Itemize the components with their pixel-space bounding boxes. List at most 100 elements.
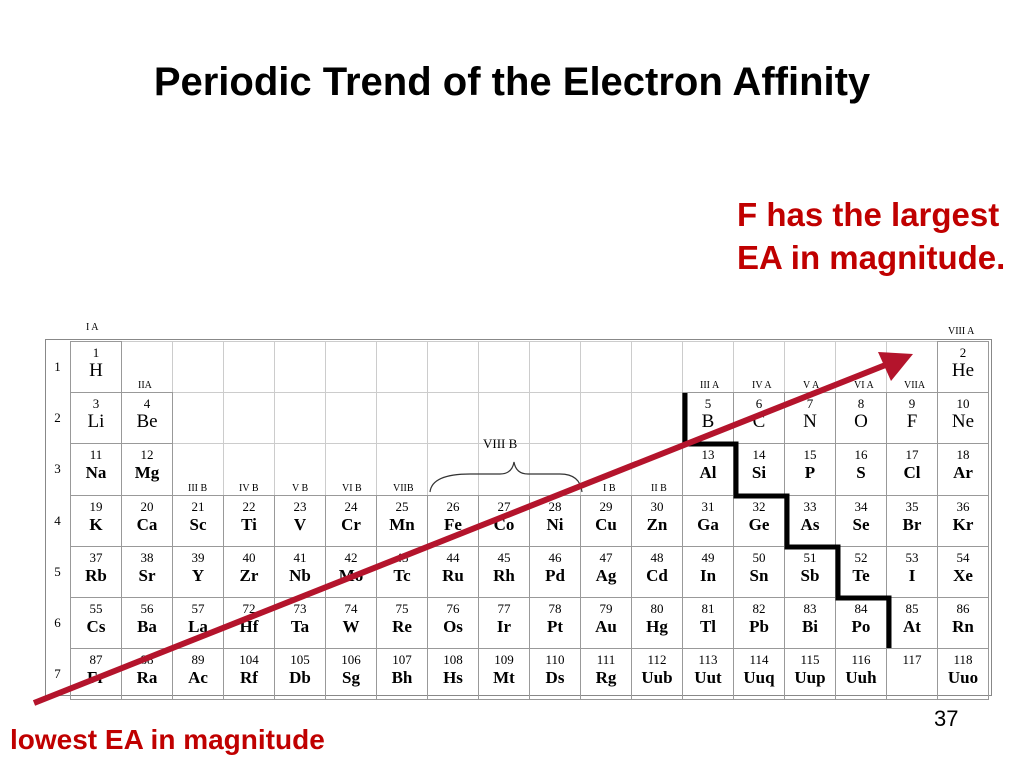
- element-cell-k: 19 K: [70, 494, 122, 547]
- element-cell-cl: 17 Cl: [886, 443, 938, 496]
- atomic-number: 4: [143, 396, 151, 412]
- element-symbol: Bh: [391, 668, 413, 688]
- period-label: 7: [54, 666, 61, 682]
- element-symbol: Mg: [134, 463, 160, 483]
- element-cell-ni: 28 Ni: [529, 494, 581, 547]
- atomic-number: 46: [548, 549, 562, 565]
- element-cell-rn: 86 Rn: [937, 597, 989, 650]
- element-cell-ag: 47 Ag: [580, 545, 632, 598]
- atomic-number: 89: [191, 652, 205, 668]
- atomic-number: 112: [647, 652, 667, 668]
- element-cell-i: 53 I: [886, 545, 938, 598]
- atomic-number: 41: [293, 549, 307, 565]
- element-symbol: At: [903, 617, 921, 636]
- element-cell-zr: 40 Zr: [223, 545, 275, 598]
- element-symbol: Hs: [443, 668, 463, 688]
- element-cell-y: 39 Y: [172, 545, 224, 598]
- element-symbol: Mn: [389, 514, 415, 534]
- atomic-number: 76: [446, 601, 460, 616]
- element-cell-sc: 21 Sc: [172, 494, 224, 547]
- element-cell-xe: 54 Xe: [937, 545, 989, 598]
- element-symbol: Ga: [697, 514, 719, 534]
- empty-cell: [478, 341, 530, 394]
- atomic-number: 21: [191, 498, 205, 514]
- element-symbol: Sr: [138, 565, 156, 585]
- element-symbol: Pt: [546, 617, 564, 636]
- empty-cell: [223, 392, 275, 445]
- atomic-number: 115: [800, 652, 820, 668]
- element-cell-v: 23 V: [274, 494, 326, 547]
- empty-cell: [274, 443, 326, 496]
- element-cell-mt: 109 Mt: [478, 648, 530, 701]
- atomic-number: 8: [857, 396, 865, 412]
- element-symbol: Ne: [951, 411, 975, 433]
- empty-cell: [325, 392, 377, 445]
- element-cell-as: 33 As: [784, 494, 836, 547]
- empty-cell: [223, 341, 275, 394]
- element-cell-ta: 73 Ta: [274, 597, 326, 650]
- element-cell-rb: 37 Rb: [70, 545, 122, 598]
- element-symbol: Po: [851, 617, 871, 636]
- element-cell-pd: 46 Pd: [529, 545, 581, 598]
- element-symbol: He: [951, 360, 975, 381]
- atomic-number: 2: [959, 345, 967, 360]
- group-label-viiia: VIII A: [948, 326, 975, 337]
- empty-cell: [631, 443, 683, 496]
- atomic-number: 10: [956, 396, 970, 412]
- empty-cell: [427, 392, 479, 445]
- empty-cell: [835, 341, 887, 394]
- atomic-number: 43: [395, 549, 409, 565]
- atomic-number: 79: [599, 601, 613, 616]
- atomic-number: 22: [242, 498, 256, 514]
- element-symbol: P: [804, 463, 816, 483]
- element-cell-uuq: 114 Uuq: [733, 648, 785, 701]
- element-symbol: La: [188, 617, 208, 636]
- element-cell-pb: 82 Pb: [733, 597, 785, 650]
- element-symbol: Fr: [87, 668, 105, 688]
- element-cell-mg: 12 Mg: [121, 443, 173, 496]
- element-symbol: Uut: [694, 668, 722, 688]
- atomic-number: 117: [902, 652, 922, 668]
- element-symbol: Tl: [699, 617, 717, 636]
- element-symbol: Sn: [749, 565, 769, 585]
- element-symbol: Cu: [595, 514, 617, 534]
- period-label: 1: [54, 359, 61, 374]
- atomic-number: 78: [548, 601, 562, 616]
- element-symbol: Ni: [546, 514, 564, 534]
- atomic-number: 50: [752, 549, 766, 565]
- atomic-number: 38: [140, 549, 154, 565]
- element-cell-bi: 83 Bi: [784, 597, 836, 650]
- element-symbol: Pb: [749, 617, 769, 636]
- element-symbol: Ag: [595, 565, 617, 585]
- element-symbol: O: [854, 411, 868, 433]
- element-symbol: Uuq: [743, 668, 775, 688]
- atomic-number: 84: [854, 601, 868, 616]
- atomic-number: 107: [392, 652, 412, 668]
- element-cell-ds: 110 Ds: [529, 648, 581, 701]
- atomic-number: 42: [344, 549, 358, 565]
- atomic-number: 75: [395, 601, 409, 616]
- empty-cell: [172, 443, 224, 496]
- element-cell-rh: 45 Rh: [478, 545, 530, 598]
- element-symbol: S: [856, 463, 866, 483]
- element-cell-uup: 115 Uup: [784, 648, 836, 701]
- element-symbol: Cs: [86, 617, 106, 636]
- element-symbol: Rn: [952, 617, 974, 636]
- atomic-number: 114: [749, 652, 769, 668]
- element-cell-sb: 51 Sb: [784, 545, 836, 598]
- element-symbol: Ca: [136, 514, 158, 534]
- period-label: 6: [54, 615, 61, 630]
- element-cell-db: 105 Db: [274, 648, 326, 701]
- atomic-number: 36: [956, 498, 970, 514]
- atomic-number: 56: [140, 601, 154, 616]
- slide-title: Periodic Trend of the Electron Affinity: [153, 60, 871, 104]
- element-symbol: Zr: [239, 565, 259, 585]
- empty-cell: [631, 341, 683, 394]
- element-cell-ne: 10 Ne: [937, 392, 989, 445]
- empty-cell: [580, 443, 632, 496]
- annotation-highest-ea: F has the largest EA in magnitude.: [737, 196, 1006, 276]
- atomic-number: 32: [752, 498, 766, 514]
- element-symbol: Y: [191, 565, 205, 585]
